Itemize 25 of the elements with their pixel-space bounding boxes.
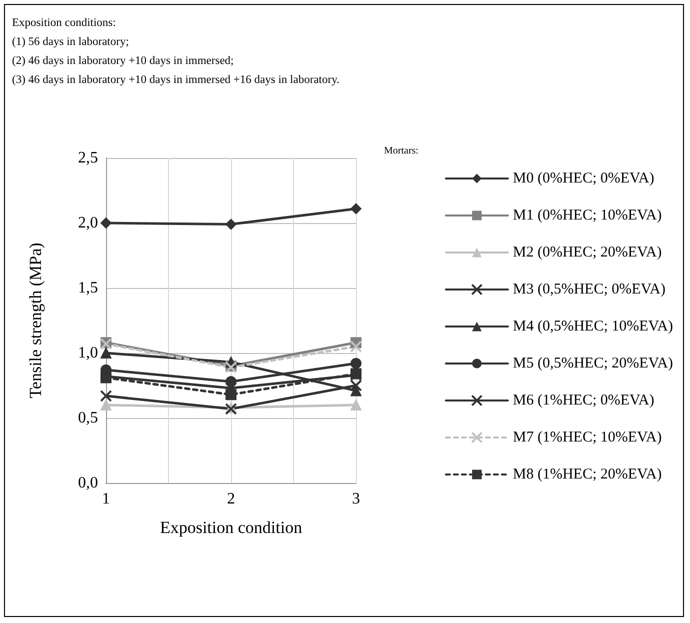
text: (1) 56 days in laboratory; — [12, 35, 130, 50]
legend-title: Mortars: — [384, 146, 418, 156]
y-tick-label: 0,0 — [78, 474, 98, 492]
y-tick-label: 2,5 — [78, 150, 98, 166]
legend-label: M2 (0%HEC; 20%EVA) — [512, 244, 662, 260]
legend-label: M1 (0%HEC; 10%EVA) — [512, 208, 662, 224]
y-tick-label: 2,0 — [78, 214, 98, 232]
y-axis-title: Tensile strength (MPa) — [26, 242, 45, 398]
legend-label: M8 (1%HEC; 20%EVA) — [512, 466, 662, 482]
legend-label: M3 (0,5%HEC; 0%EVA) — [512, 282, 666, 298]
y-tick-label: 0,5 — [78, 410, 98, 426]
chart-title: Exposition conditions: — [12, 16, 117, 31]
legend-label: M5 (0,5%HEC; 20%EVA) — [512, 356, 674, 372]
text: (3) 46 days in laboratory +10 days in immersed +16 days in laboratory. — [12, 73, 340, 88]
y-tick-label: 1,5 — [78, 280, 98, 296]
x-tick-label: 3 — [352, 490, 360, 508]
x-axis-title: Exposition condition — [160, 518, 303, 537]
legend-label: M7 (1%HEC; 10%EVA) — [512, 430, 662, 446]
y-tick-label: 1,0 — [78, 344, 98, 362]
legend-label: M4 (0,5%HEC; 10%EVA) — [512, 318, 674, 334]
text: (2) 46 days in laboratory +10 days in immersed; — [12, 54, 235, 69]
x-tick-label: 2 — [227, 490, 235, 508]
legend-label: M6 (1%HEC; 0%EVA) — [512, 392, 654, 408]
x-tick-label: 1 — [102, 490, 110, 508]
legend-label: M0 (0%HEC; 0%EVA) — [512, 170, 654, 186]
